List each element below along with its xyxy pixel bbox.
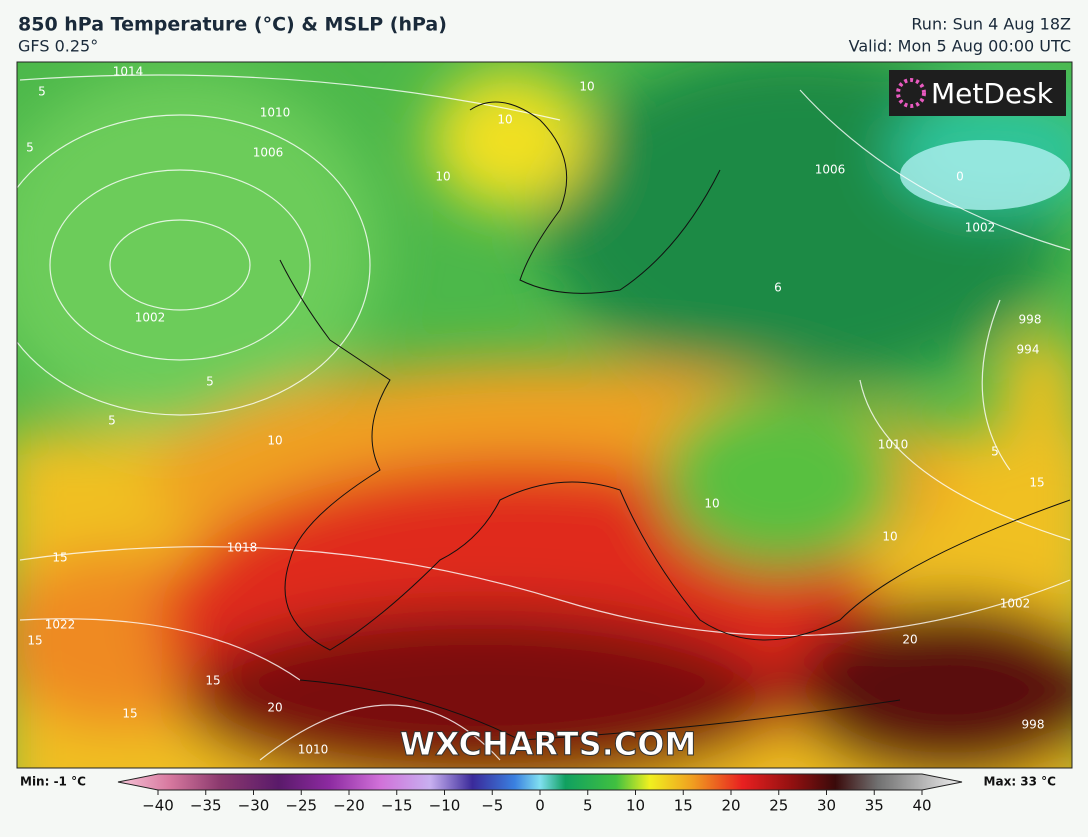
contour-label: 10 xyxy=(435,170,450,184)
contour-label: 0 xyxy=(956,170,964,184)
colorbar-tick-label: 15 xyxy=(674,797,693,815)
colorbar-tick-label: −35 xyxy=(190,797,222,815)
colorbar-tick-label: 35 xyxy=(865,797,884,815)
colorbar-tick-label: −30 xyxy=(238,797,270,815)
colorbar-tick-label: −10 xyxy=(429,797,461,815)
colorbar-tick-label: 10 xyxy=(626,797,645,815)
contour-label: 5 xyxy=(108,414,116,428)
contour-label: 1002 xyxy=(135,311,166,325)
contour-label: 1010 xyxy=(298,743,329,757)
logo-icon xyxy=(896,78,926,108)
colorbar-tick-label: 40 xyxy=(912,797,931,815)
valid-time: Valid: Mon 5 Aug 00:00 UTC xyxy=(849,37,1071,56)
contour-label: 10 xyxy=(267,434,282,448)
watermark: WXCHARTS.COM xyxy=(400,725,697,763)
contour-label: 10 xyxy=(497,113,512,127)
contour-label: 1002 xyxy=(965,221,996,235)
contour-label: 10 xyxy=(704,497,719,511)
legend-max: Max: 33 °C xyxy=(984,775,1057,789)
contour-label: 1014 xyxy=(113,65,144,79)
contour-label: 15 xyxy=(27,634,42,648)
contour-label: 10 xyxy=(882,530,897,544)
run-time: Run: Sun 4 Aug 18Z xyxy=(911,15,1071,34)
logo: MetDesk xyxy=(931,77,1054,110)
colorbar-tick-label: −40 xyxy=(142,797,174,815)
colorbar-tick-label: 5 xyxy=(583,797,593,815)
contour-label: 1006 xyxy=(815,163,846,177)
contour-label: 5 xyxy=(206,375,214,389)
colorbar-tick-label: 25 xyxy=(769,797,788,815)
contour-label: 15 xyxy=(1029,476,1044,490)
contour-label: 998 xyxy=(1022,718,1045,732)
contour-label: 998 xyxy=(1019,313,1042,327)
contour-label: 1022 xyxy=(45,618,76,632)
contour-label: 1006 xyxy=(253,146,284,160)
map-border xyxy=(16,61,1073,769)
colorbar-tick-label: −5 xyxy=(481,797,503,815)
contour-label: 15 xyxy=(205,674,220,688)
contour-label: 15 xyxy=(52,551,67,565)
contour-label: 1010 xyxy=(260,106,291,120)
colorbar-tick-label: −20 xyxy=(333,797,365,815)
legend-min: Min: -1 °C xyxy=(20,775,86,789)
subtitle: GFS 0.25° xyxy=(18,37,98,56)
contour-label: 1018 xyxy=(227,541,258,555)
contour-label: 994 xyxy=(1017,343,1040,357)
contour-label: 5 xyxy=(26,141,34,155)
contour-label: 10 xyxy=(579,80,594,94)
title: 850 hPa Temperature (°C) & MSLP (hPa) xyxy=(18,14,447,36)
contour-label: 20 xyxy=(902,633,917,647)
colorbar-tick-label: 20 xyxy=(721,797,740,815)
logo-box xyxy=(889,70,1066,116)
contour-label: 1010 xyxy=(878,438,909,452)
contour-label: 20 xyxy=(267,701,282,715)
contour-label: 1002 xyxy=(1000,597,1031,611)
contour-label: 5 xyxy=(38,85,46,99)
colorbar-tick-label: 0 xyxy=(535,797,545,815)
colorbar-tick-label: 30 xyxy=(817,797,836,815)
map: 1014551010100610025510101018151022151515… xyxy=(17,62,1072,768)
contour-label: 15 xyxy=(122,707,137,721)
colorbar-tick-label: −15 xyxy=(381,797,413,815)
colorbar-tick-label: −25 xyxy=(285,797,317,815)
colorbar xyxy=(117,773,963,791)
contour-label: 6 xyxy=(774,281,782,295)
contour-label: 5 xyxy=(991,445,999,459)
